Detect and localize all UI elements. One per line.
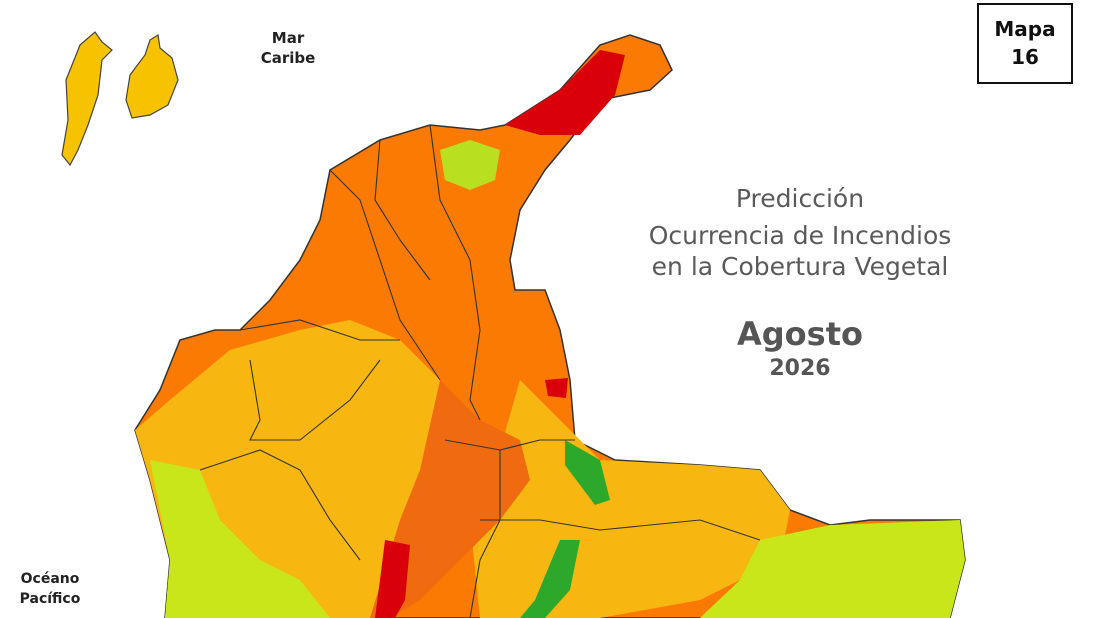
sea-label-line: Mar bbox=[271, 29, 305, 47]
mainland bbox=[134, 34, 966, 618]
region-green-2 bbox=[520, 540, 580, 618]
islands bbox=[61, 31, 179, 167]
region-orange-center bbox=[370, 380, 530, 618]
region-red-north bbox=[505, 50, 625, 135]
map-number-badge: Mapa 16 bbox=[977, 3, 1073, 84]
border bbox=[480, 519, 761, 541]
title-line: Ocurrencia de Incendios bbox=[648, 221, 952, 250]
border bbox=[249, 359, 381, 441]
border bbox=[429, 124, 481, 421]
region-lime-north bbox=[440, 140, 500, 190]
island-providencia bbox=[125, 34, 179, 119]
border bbox=[199, 449, 361, 561]
department-borders bbox=[199, 124, 761, 618]
border bbox=[329, 169, 441, 381]
ocean-label: Océano Pacífico bbox=[10, 569, 90, 609]
border bbox=[374, 139, 431, 281]
region-red-east bbox=[545, 378, 568, 398]
title-line: Predicción bbox=[735, 184, 865, 213]
map-title: Predicción Ocurrencia de Incendios en la… bbox=[600, 181, 1000, 284]
ocean-label-line: Océano bbox=[20, 571, 80, 587]
sea-label-line: Caribe bbox=[260, 49, 316, 67]
island-san-andres bbox=[61, 31, 113, 167]
region-lime-east bbox=[700, 520, 965, 618]
region-red-south bbox=[375, 540, 410, 618]
border bbox=[469, 450, 501, 618]
region-lime-west bbox=[150, 460, 330, 618]
border bbox=[444, 439, 575, 451]
ocean-label-line: Pacífico bbox=[19, 591, 81, 607]
month: Agosto bbox=[737, 315, 863, 353]
sea-label: Mar Caribe bbox=[248, 28, 328, 68]
badge-line: 16 bbox=[1011, 45, 1039, 69]
border bbox=[239, 319, 400, 341]
badge-line: Mapa bbox=[994, 17, 1056, 41]
region-green-1 bbox=[565, 440, 610, 505]
title-line: en la Cobertura Vegetal bbox=[651, 252, 949, 281]
year: 2026 bbox=[769, 356, 831, 381]
